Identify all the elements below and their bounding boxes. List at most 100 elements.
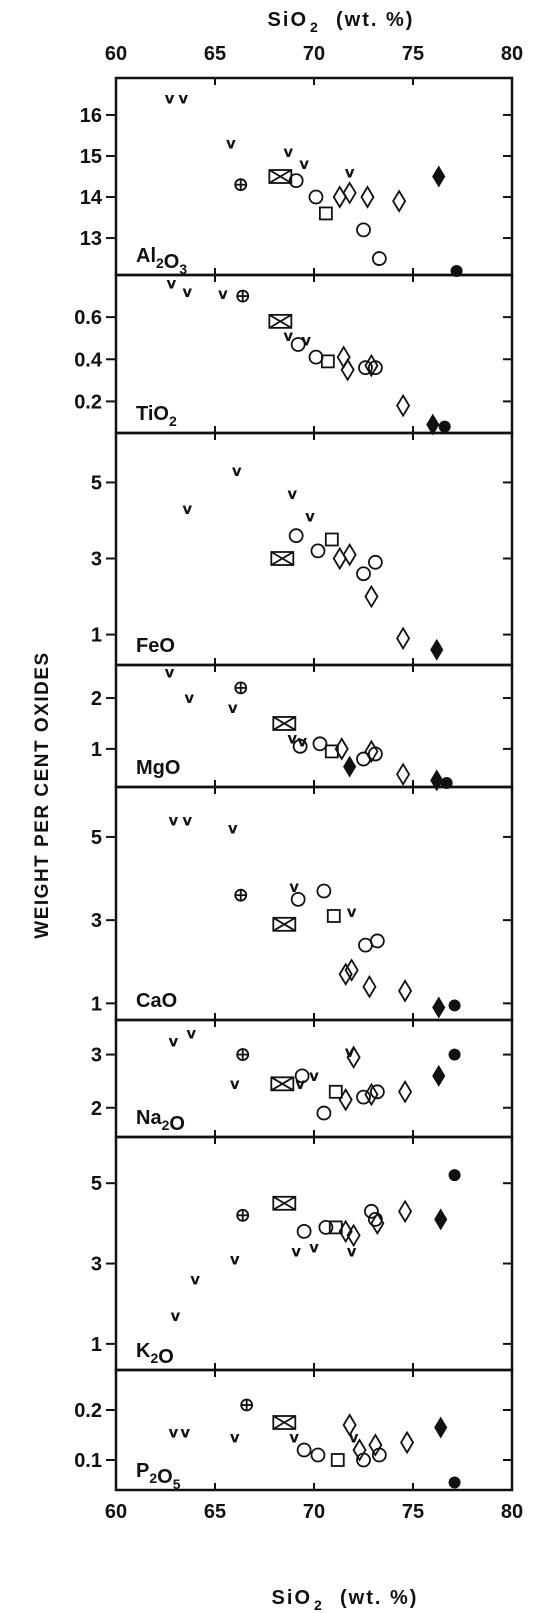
x-tick-label: 60	[105, 1501, 127, 1523]
y-tick-label: 15	[80, 146, 102, 168]
data-point-5-7	[270, 1076, 295, 1092]
x-tick-label: 70	[303, 43, 325, 65]
data-point-7-17	[448, 1476, 461, 1489]
data-point-7-1: v	[180, 1424, 190, 1442]
data-point-5-4: v	[309, 1067, 319, 1085]
data-point-1-11	[320, 354, 335, 369]
data-point-0-1: v	[178, 90, 188, 108]
oxide-label-subscript: 2	[149, 1470, 157, 1486]
data-point-7-0: v	[169, 1424, 179, 1442]
data-point-0-15	[360, 185, 375, 209]
data-point-2-13	[396, 626, 411, 651]
data-point-5-8	[294, 1068, 310, 1084]
y-tick-label: 2	[91, 1098, 102, 1120]
data-point-6-8	[296, 1224, 312, 1239]
data-point-4-12	[338, 962, 353, 986]
points-na2o: v vv v vv	[169, 1024, 461, 1121]
data-point-1-15	[396, 393, 411, 418]
data-point-2-2: v	[287, 485, 297, 503]
data-point-6-3: v	[291, 1242, 301, 1260]
bottom-axis-subscript: 2	[314, 1597, 324, 1613]
data-point-2-0: v	[182, 500, 192, 518]
oxide-label-subscript: 3	[179, 261, 187, 277]
data-point-0-8	[288, 173, 304, 189]
y-tick-label: 0.2	[74, 1400, 102, 1422]
top-axis-unit: (wt. %)	[336, 9, 414, 31]
data-point-6-14	[346, 1223, 361, 1248]
oxide-label-text: Na	[136, 1107, 162, 1129]
data-point-1-16	[426, 413, 440, 436]
data-point-7-14	[368, 1433, 383, 1457]
points-cao: v v vvv	[169, 811, 461, 1019]
y-tick-label: 0.6	[74, 307, 102, 329]
data-point-6-13	[338, 1219, 353, 1244]
data-point-0-3: v	[283, 143, 293, 161]
data-point-3-14	[396, 762, 411, 787]
data-point-4-2: v	[228, 820, 238, 838]
oxide-label-mgo: MgO	[136, 757, 180, 779]
points-k2o: vvv v v v	[171, 1169, 461, 1325]
data-point-4-5	[234, 888, 248, 902]
y-tick-label: 1	[91, 625, 102, 647]
data-point-1-9	[358, 360, 373, 376]
oxide-label-text: O	[169, 1113, 185, 1135]
top-axis-title: SiO 2 (wt. %)	[268, 9, 414, 35]
data-point-4-3: v	[289, 878, 299, 896]
data-point-6-1: v	[190, 1271, 200, 1289]
oxide-label-na2o: Na2O	[136, 1107, 185, 1135]
y-tick-label: 2	[91, 688, 102, 710]
oxide-label-subscript: 2	[169, 413, 177, 429]
x-tick-label: 75	[402, 1501, 424, 1523]
data-point-4-0: v	[169, 811, 179, 829]
y-tick-label: 0.4	[74, 349, 103, 371]
oxide-label-feo: FeO	[136, 635, 175, 657]
data-point-1-2: v	[218, 285, 228, 303]
data-point-6-10	[364, 1203, 379, 1219]
data-point-3-1: v	[184, 689, 194, 707]
oxide-label-p2o5: P2O5	[136, 1460, 181, 1492]
data-point-5-6	[236, 1048, 250, 1061]
x-tick-label: 70	[303, 1501, 325, 1523]
y-tick-label: 1	[91, 739, 102, 761]
top-axis-subscript: 2	[310, 19, 320, 35]
bottom-axis-unit: (wt. %)	[340, 1587, 418, 1609]
data-point-0-14	[342, 181, 357, 205]
data-point-4-17	[448, 999, 461, 1012]
data-point-4-16	[432, 996, 446, 1019]
bottom-axis-title: SiO 2 (wt. %)	[272, 1587, 418, 1613]
x-tick-label: 80	[501, 1501, 523, 1523]
data-point-7-6	[272, 1415, 297, 1430]
oxide-label-subscript: 5	[173, 1476, 181, 1492]
data-point-6-4: v	[309, 1238, 319, 1256]
y-tick-label: 5	[91, 472, 102, 494]
data-point-1-8	[308, 349, 324, 365]
y-tick-label: 3	[91, 910, 102, 932]
data-point-5-9	[316, 1105, 332, 1121]
y-tick-label: 3	[91, 549, 102, 571]
oxide-label-text: O	[164, 251, 180, 273]
data-point-2-4	[270, 551, 295, 566]
data-point-1-0: v	[167, 274, 177, 292]
data-point-7-3: v	[289, 1429, 299, 1447]
oxide-label-text: FeO	[136, 635, 175, 657]
data-point-1-12	[336, 345, 351, 369]
top-tick-labels: 60 65 70 75 80	[105, 43, 523, 65]
data-point-0-11	[371, 251, 387, 266]
data-point-4-1: v	[182, 811, 192, 829]
oxide-label-text: CaO	[136, 990, 177, 1012]
points-al2o3: v vv vv v	[165, 90, 463, 277]
data-point-6-16	[398, 1199, 413, 1224]
data-point-1-1: v	[182, 283, 192, 301]
data-point-1-6	[268, 313, 293, 329]
y-tick-label: 3	[91, 1254, 102, 1276]
oxide-label-text: TiO	[136, 403, 169, 425]
panel-frame	[114, 273, 514, 435]
